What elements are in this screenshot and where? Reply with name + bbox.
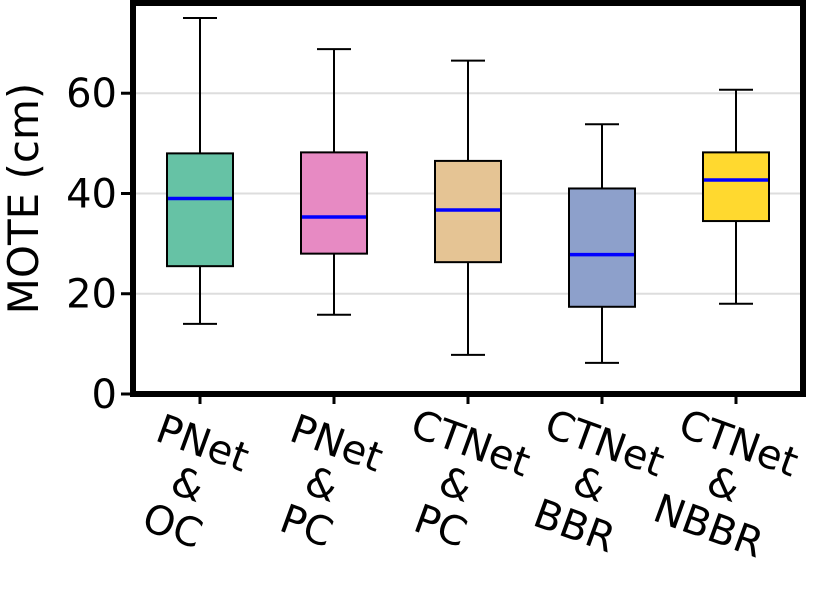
box-2 xyxy=(300,48,368,316)
box-iqr xyxy=(166,152,234,268)
y-tick-label-0: 0 xyxy=(92,372,117,418)
box-iqr xyxy=(702,151,770,223)
box-5 xyxy=(702,88,770,305)
x-tick-label-3: CTNet&PC xyxy=(375,401,536,569)
y-axis-ticks: 0 20 40 60 xyxy=(66,71,133,418)
x-axis-ticks: PNet&OCPNet&PCCTNet&PCCTNet&BBRCTNet&NBB… xyxy=(120,394,804,569)
x-tick-label-line: OC xyxy=(137,495,209,559)
y-tick-label-20: 20 xyxy=(66,272,117,318)
box-4 xyxy=(568,123,636,364)
y-tick-label-40: 40 xyxy=(66,171,117,217)
x-tick-label-5: CTNet&NBBR xyxy=(643,401,804,569)
x-tick-label-2: PNet&PC xyxy=(254,406,388,564)
y-tick-label-60: 60 xyxy=(66,71,117,117)
box-series xyxy=(166,17,770,364)
y-axis-label: MOTE (cm) xyxy=(0,83,48,315)
x-tick-label-4: CTNet&BBR xyxy=(509,401,670,569)
x-tick-label-1: PNet&OC xyxy=(120,406,254,564)
box-iqr xyxy=(568,187,636,308)
x-tick-label-line: BBR xyxy=(528,491,621,563)
box-iqr xyxy=(300,151,368,255)
box-3 xyxy=(434,59,502,356)
box-1 xyxy=(166,17,234,325)
